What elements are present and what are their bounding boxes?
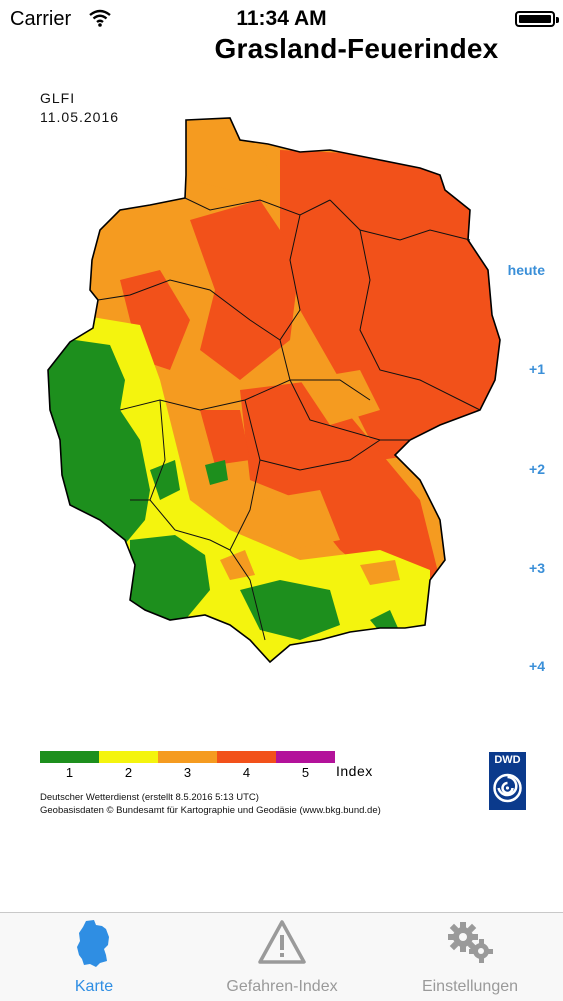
legend-tick: 4: [242, 765, 251, 780]
wifi-icon: [88, 9, 112, 32]
logo-text: DWD: [494, 754, 521, 766]
day-today[interactable]: heute: [507, 262, 545, 278]
credit-line: Deutscher Wetterdienst (erstellt 8.5.201…: [40, 792, 259, 803]
tab-label: Einstellungen: [421, 978, 519, 995]
day-selector: heute +1 +2 +3 +4: [453, 0, 563, 700]
page-title: Grasland-Feuerindex: [214, 33, 499, 64]
legend-swatch: [158, 751, 217, 763]
tab-einstellungen[interactable]: Einstellungen: [376, 913, 563, 1001]
legend-color-scale: [40, 751, 335, 763]
tab-gefahren-index[interactable]: Gefahren-Index: [188, 913, 376, 1001]
clock: 11:34 AM: [236, 7, 327, 30]
legend-tick: 3: [183, 765, 192, 780]
state-borders: [97, 197, 481, 641]
legend-tick: 1: [65, 765, 74, 780]
legend-swatch: [99, 751, 158, 763]
day-plus-2[interactable]: +2: [529, 461, 545, 477]
map-date: 11.05.2016: [40, 109, 120, 125]
tab-bar: Karte Gefahren-Index: [0, 912, 563, 1001]
legend-swatch: [276, 751, 335, 763]
fire-index-map: GLFI 11.05.2016: [0, 80, 563, 816]
day-plus-3[interactable]: +3: [529, 560, 545, 576]
tab-label: Karte: [74, 978, 114, 995]
legend-tick: 2: [124, 765, 133, 780]
germany-map-icon: [76, 919, 112, 974]
legend-swatch: [40, 751, 99, 763]
tab-label: Gefahren-Index: [226, 978, 338, 995]
germany-map: [47, 117, 501, 664]
map-code: GLFI: [40, 90, 76, 106]
country-border: [47, 117, 501, 664]
tab-karte[interactable]: Karte: [0, 913, 188, 1001]
gears-icon: [445, 919, 495, 970]
dwd-logo: DWD: [489, 752, 526, 810]
legend-unit: Index: [336, 763, 373, 779]
battery-icon: [515, 11, 559, 27]
day-plus-4[interactable]: +4: [529, 658, 545, 674]
legend-tick: 5: [301, 765, 310, 780]
warning-triangle-icon: [258, 919, 306, 970]
credit-line: Geobasisdaten © Bundesamt für Kartograph…: [40, 805, 381, 816]
carrier-name: Carrier: [10, 8, 72, 30]
status-bar: Carrier 11:34 AM: [0, 0, 563, 36]
legend-swatch: [217, 751, 276, 763]
day-plus-1[interactable]: +1: [529, 361, 545, 377]
map-legend: 1 2 3 4 5 Index: [40, 751, 372, 780]
